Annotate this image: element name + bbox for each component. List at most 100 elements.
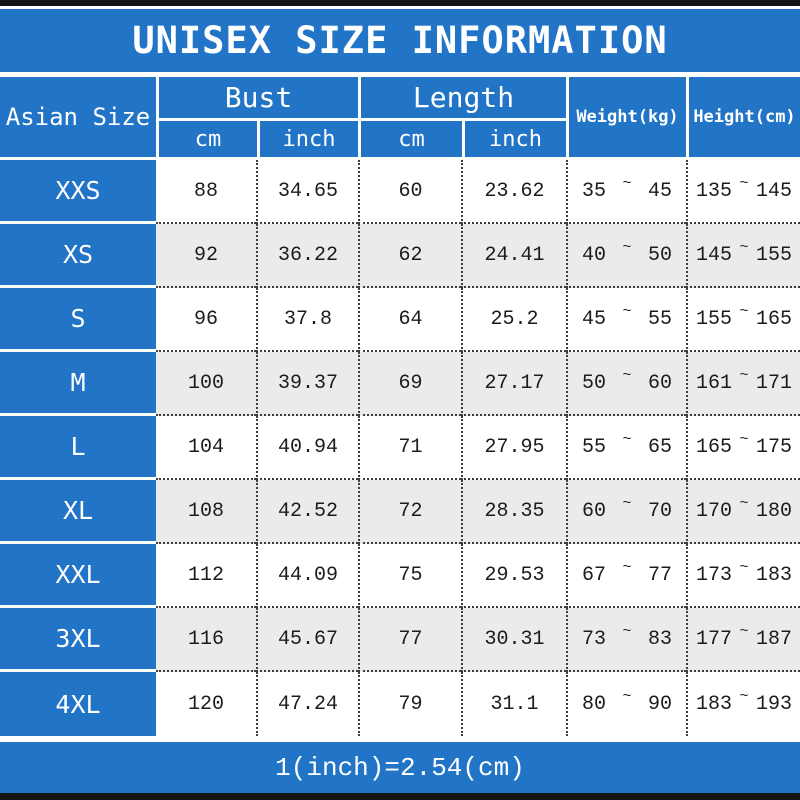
table-row-m: M 100 39.37 69 27.17 50 ~ 60 161 ~ 171 — [0, 352, 800, 416]
weight-min: 80 — [582, 692, 607, 716]
height-max: 145 — [755, 179, 792, 203]
weight-range-cell: 60 ~ 70 — [566, 480, 686, 544]
length-cm-cell: 72 — [358, 480, 461, 544]
length-cm-cell: 75 — [358, 544, 461, 608]
height-max: 183 — [755, 563, 792, 587]
bust-inch-cell: 45.67 — [256, 608, 358, 672]
length-cm-cell: 60 — [358, 160, 461, 224]
bust-cm-cell: 88 — [156, 160, 256, 224]
conversion-note: 1(inch)=2.54(cm) — [275, 752, 525, 783]
weight-max: 65 — [647, 435, 672, 459]
size-label: S — [0, 288, 156, 352]
tilde-separator: ~ — [622, 366, 632, 384]
tilde-separator: ~ — [739, 302, 749, 320]
bust-inch-cell: 37.8 — [256, 288, 358, 352]
bust-inch-cell: 47.24 — [256, 672, 358, 736]
size-label: XXL — [0, 544, 156, 608]
tilde-separator: ~ — [622, 302, 632, 320]
weight-range-cell: 55 ~ 65 — [566, 416, 686, 480]
header-asian-size: Asian Size — [0, 77, 156, 157]
height-max: 171 — [755, 371, 792, 395]
length-inch-cell: 29.53 — [461, 544, 566, 608]
length-cm-cell: 79 — [358, 672, 461, 736]
height-range-cell: 161 ~ 171 — [686, 352, 800, 416]
height-max: 155 — [755, 243, 792, 267]
height-range-cell: 145 ~ 155 — [686, 224, 800, 288]
height-range-cell: 155 ~ 165 — [686, 288, 800, 352]
table-body: XXS 88 34.65 60 23.62 35 ~ 45 135 ~ 145 … — [0, 160, 800, 736]
height-min: 145 — [696, 243, 733, 267]
weight-max: 60 — [647, 371, 672, 395]
top-black-bar — [0, 0, 800, 9]
length-inch-cell: 31.1 — [461, 672, 566, 736]
table-row-xxs: XXS 88 34.65 60 23.62 35 ~ 45 135 ~ 145 — [0, 160, 800, 224]
header-bust-label: Bust — [159, 77, 358, 121]
height-range-cell: 165 ~ 175 — [686, 416, 800, 480]
header-weight: Weight(kg) — [566, 77, 686, 157]
size-label: M — [0, 352, 156, 416]
height-range-cell: 173 ~ 183 — [686, 544, 800, 608]
bust-inch-cell: 40.94 — [256, 416, 358, 480]
length-inch-cell: 27.17 — [461, 352, 566, 416]
weight-min: 35 — [582, 179, 607, 203]
weight-min: 45 — [582, 307, 607, 331]
height-min: 165 — [696, 435, 733, 459]
bust-cm-cell: 120 — [156, 672, 256, 736]
tilde-separator: ~ — [739, 174, 749, 192]
tilde-separator: ~ — [622, 238, 632, 256]
bust-cm-cell: 116 — [156, 608, 256, 672]
table-row-s: S 96 37.8 64 25.2 45 ~ 55 155 ~ 165 — [0, 288, 800, 352]
tilde-separator: ~ — [622, 494, 632, 512]
length-inch-cell: 23.62 — [461, 160, 566, 224]
page-title: UNISEX SIZE INFORMATION — [132, 19, 668, 62]
weight-max: 77 — [647, 563, 672, 587]
length-cm-cell: 62 — [358, 224, 461, 288]
weight-range-cell: 40 ~ 50 — [566, 224, 686, 288]
weight-max: 50 — [647, 243, 672, 267]
header-length-group: Length cm inch — [358, 77, 566, 157]
header-length-inch: inch — [462, 121, 566, 157]
weight-max: 45 — [647, 179, 672, 203]
bust-inch-cell: 44.09 — [256, 544, 358, 608]
header-height: Height(cm) — [686, 77, 800, 157]
footer-gap — [0, 736, 800, 742]
tilde-separator: ~ — [739, 687, 749, 705]
height-min: 173 — [696, 563, 733, 587]
bust-cm-cell: 112 — [156, 544, 256, 608]
size-label: XS — [0, 224, 156, 288]
tilde-separator: ~ — [622, 174, 632, 192]
weight-range-cell: 50 ~ 60 — [566, 352, 686, 416]
size-label: 4XL — [0, 672, 156, 736]
size-label: XXS — [0, 160, 156, 224]
tilde-separator: ~ — [739, 366, 749, 384]
height-max: 187 — [755, 627, 792, 651]
height-max: 180 — [755, 499, 792, 523]
tilde-separator: ~ — [622, 558, 632, 576]
height-range-cell: 170 ~ 180 — [686, 480, 800, 544]
header-length-cm: cm — [361, 121, 462, 157]
weight-range-cell: 45 ~ 55 — [566, 288, 686, 352]
length-inch-cell: 24.41 — [461, 224, 566, 288]
bottom-black-bar — [0, 793, 800, 800]
size-label: L — [0, 416, 156, 480]
tilde-separator: ~ — [739, 558, 749, 576]
weight-min: 50 — [582, 371, 607, 395]
length-cm-cell: 69 — [358, 352, 461, 416]
height-min: 135 — [696, 179, 733, 203]
tilde-separator: ~ — [622, 622, 632, 640]
bust-cm-cell: 104 — [156, 416, 256, 480]
length-cm-cell: 77 — [358, 608, 461, 672]
height-range-cell: 183 ~ 193 — [686, 672, 800, 736]
header-bust-inch: inch — [257, 121, 358, 157]
weight-range-cell: 73 ~ 83 — [566, 608, 686, 672]
height-max: 193 — [755, 692, 792, 716]
weight-min: 73 — [582, 627, 607, 651]
height-range-cell: 177 ~ 187 — [686, 608, 800, 672]
bust-cm-cell: 100 — [156, 352, 256, 416]
height-max: 165 — [755, 307, 792, 331]
weight-min: 40 — [582, 243, 607, 267]
table-header: Asian Size Bust cm inch Length cm inch W… — [0, 77, 800, 160]
weight-range-cell: 35 ~ 45 — [566, 160, 686, 224]
table-row-xl: XL 108 42.52 72 28.35 60 ~ 70 170 ~ 180 — [0, 480, 800, 544]
